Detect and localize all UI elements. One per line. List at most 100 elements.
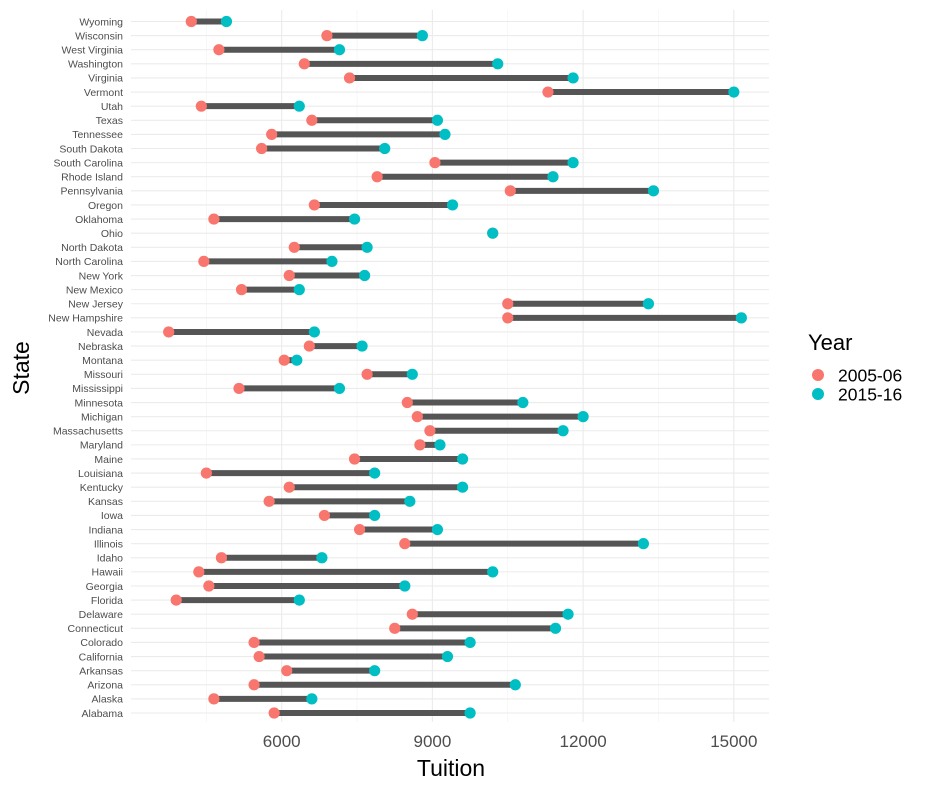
point-2015-16 [333,382,346,395]
point-2015-16 [406,368,418,380]
point-2005-06 [411,411,423,423]
segments-layer [168,18,742,716]
y-tick-label: Michigan [81,411,123,423]
point-2005-06 [283,481,295,493]
point-2015-16 [487,227,499,239]
point-2005-06 [256,142,268,155]
y-tick-label: California [79,651,124,663]
y-tick-label: Delaware [79,609,124,621]
y-tick-label: New Hampshire [48,313,123,325]
y-tick-label: Maryland [80,440,123,452]
legend-label: 2015-16 [838,385,902,405]
point-2015-16 [434,439,446,451]
point-2015-16 [464,636,476,649]
point-2015-16 [562,608,574,620]
point-2015-16 [446,199,459,211]
point-2015-16 [441,650,454,663]
y-tick-labels: Alabama Alaska Arizona Arkansas California Co… [48,16,124,720]
point-2005-06 [348,453,361,465]
point-2005-06 [389,622,401,634]
point-2015-16 [220,15,233,28]
y-tick-label: Alabama [82,708,124,720]
point-2005-06 [502,312,514,324]
y-tick-label: Oregon [88,200,123,212]
point-2005-06 [504,185,516,197]
y-tick-label: Arizona [87,680,123,692]
point-2015-16 [431,523,444,536]
y-tick-label: New Jersey [68,299,124,311]
point-2015-16 [549,622,562,634]
y-tick-label: Kansas [88,496,123,508]
point-2015-16 [293,100,305,112]
point-2005-06 [278,354,290,366]
point-2015-16 [637,538,650,550]
points-layer [163,15,747,719]
point-2005-06 [208,693,220,705]
y-tick-label: New York [79,270,124,282]
point-2015-16 [316,552,328,564]
point-2015-16 [735,312,747,324]
point-2005-06 [502,298,514,310]
point-2005-06 [318,509,331,522]
y-tick-label: Wisconsin [75,30,123,42]
point-2005-06 [399,538,411,550]
y-tick-label: Alaska [91,694,123,706]
point-2015-16 [333,44,346,56]
y-tick-label: Connecticut [68,623,124,635]
point-2005-06 [200,467,212,479]
point-2015-16 [416,30,428,42]
y-tick-label: Massachusetts [53,426,123,438]
point-2005-06 [401,396,413,409]
point-2015-16 [567,157,579,169]
point-2005-06 [235,284,248,296]
y-tick-label: Oklahoma [75,214,123,226]
point-2005-06 [371,171,383,183]
y-tick-label: Arkansas [79,665,123,677]
point-2015-16 [291,354,303,366]
point-2015-16 [369,665,381,677]
point-2015-16 [404,495,416,507]
point-2015-16 [557,425,569,437]
point-2005-06 [198,255,210,268]
point-2015-16 [464,707,476,719]
point-2005-06 [306,114,318,126]
point-2005-06 [303,340,315,352]
x-tick-label: 6000 [263,732,301,751]
point-2015-16 [326,255,338,268]
point-2015-16 [509,679,521,691]
point-2005-06 [233,382,245,395]
point-2015-16 [379,142,391,155]
point-2015-16 [492,58,504,70]
y-tick-label: Mississippi [72,383,123,395]
y-tick-label: Ohio [101,228,123,240]
point-2005-06 [308,199,320,211]
point-2005-06 [266,128,278,140]
y-tick-label: Georgia [86,581,124,593]
point-2005-06 [195,100,207,112]
point-2005-06 [203,580,215,592]
point-2015-16 [348,213,361,225]
point-2005-06 [170,594,182,606]
point-2005-06 [215,552,228,564]
point-2005-06 [281,665,293,677]
y-tick-label: Wyoming [79,16,123,28]
point-2005-06 [208,213,220,225]
point-2015-16 [369,467,381,479]
legend-key-2015-16 [812,388,824,400]
y-tick-label: Idaho [97,553,123,565]
y-axis-title: State [8,341,34,395]
y-tick-label: Maine [94,454,123,466]
point-2005-06 [353,523,366,536]
point-2005-06 [263,495,275,507]
y-tick-label: Pennsylvania [61,186,124,198]
y-tick-label: Utah [101,101,123,113]
point-2015-16 [356,340,368,352]
point-2005-06 [298,58,310,70]
point-2005-06 [424,425,436,437]
point-2015-16 [358,269,371,282]
y-tick-label: North Carolina [55,256,123,268]
point-2005-06 [321,30,333,42]
point-2005-06 [248,636,260,649]
